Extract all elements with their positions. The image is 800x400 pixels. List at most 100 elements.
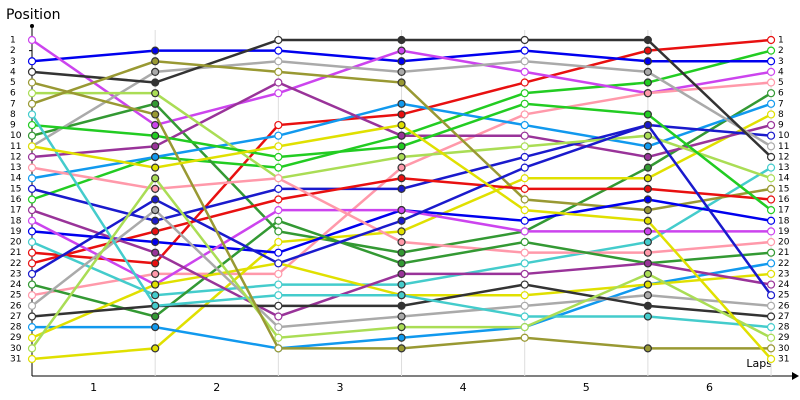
y-tick-label: 11 [10,142,21,152]
position-marker [27,110,37,119]
position-marker [520,216,529,225]
y-tick-label-right: 17 [778,206,789,216]
position-marker [766,237,776,247]
position-marker [766,227,776,236]
position-marker [520,280,529,289]
y-tick-label: 31 [10,355,21,365]
position-marker [274,57,283,66]
position-marker [643,259,652,268]
position-marker [766,216,776,225]
y-tick-label: 12 [10,152,21,162]
y-tick-label-right: 25 [778,291,789,301]
position-marker [766,323,776,332]
position-marker [27,312,37,321]
position-marker [27,237,37,247]
y-tick-label: 14 [10,174,22,184]
position-marker [151,291,160,300]
position-marker [27,174,37,183]
position-marker [151,195,160,204]
position-marker [27,291,37,300]
position-marker [643,312,652,321]
y-tick-label: 22 [10,259,21,269]
position-marker [151,131,160,140]
position-marker [151,152,160,162]
x-tick-label: 1 [90,381,97,394]
x-tick-label: 5 [583,381,590,394]
y-tick-label: 10 [10,131,22,141]
y-tick-label-right: 16 [778,195,790,205]
position-marker [643,163,652,172]
x-tick-label: 4 [460,381,467,394]
position-marker [27,35,37,45]
position-marker [397,46,406,55]
y-tick-label: 4 [10,67,16,77]
position-marker [27,184,37,193]
position-marker [274,206,283,215]
position-marker [520,333,529,342]
position-marker [643,67,652,77]
position-marker [397,259,406,268]
y-tick-label-right: 22 [778,259,789,269]
position-marker [151,323,160,332]
position-marker [520,163,529,172]
y-tick-label-right: 24 [778,280,790,290]
position-marker [397,120,406,130]
position-marker [397,163,406,172]
position-marker [274,174,283,183]
position-marker [643,35,652,45]
position-marker [520,174,529,183]
position-marker [274,46,283,55]
y-tick-label: 21 [10,248,21,258]
position-marker [151,344,160,353]
position-marker [520,195,529,204]
y-tick-label-right: 4 [778,67,784,77]
y-tick-label-right: 12 [778,152,789,162]
position-marker [766,163,776,172]
y-tick-label: 27 [10,312,21,322]
position-marker [151,206,160,215]
position-marker [766,184,776,193]
position-marker [643,301,652,310]
position-marker [520,206,529,215]
position-marker [397,78,406,87]
y-tick-label-right: 31 [778,355,789,365]
position-marker [151,99,160,108]
position-marker [766,269,776,279]
position-marker [151,312,160,321]
position-marker [27,354,37,364]
y-tick-label-right: 2 [778,46,784,56]
position-marker [274,323,283,332]
position-marker [643,89,652,98]
position-marker [274,269,283,279]
position-marker [274,216,283,225]
position-marker [766,301,776,310]
y-tick-label: 5 [10,78,16,88]
position-marker [397,280,406,289]
position-marker [274,344,283,353]
position-marker [27,259,37,268]
position-marker [397,237,406,247]
y-tick-label: 7 [10,99,16,109]
y-tick-label-right: 1 [778,36,784,46]
position-marker [766,344,776,353]
position-marker [151,269,160,279]
x-tick-label: 3 [336,381,343,394]
position-marker [766,259,776,268]
position-marker [766,120,776,130]
position-marker [274,67,283,77]
y-tick-label: 18 [10,216,22,226]
position-marker [520,184,529,193]
position-marker [274,131,283,140]
y-tick-label: 2 [10,46,16,56]
position-marker [520,323,529,332]
position-marker [397,344,406,353]
y-tick-label: 16 [10,195,22,205]
position-marker [274,280,283,289]
position-marker [27,333,37,342]
position-marker [151,89,160,98]
position-marker [520,99,529,108]
y-tick-label-right: 27 [778,312,789,322]
position-marker [274,152,283,162]
position-marker [766,152,776,162]
